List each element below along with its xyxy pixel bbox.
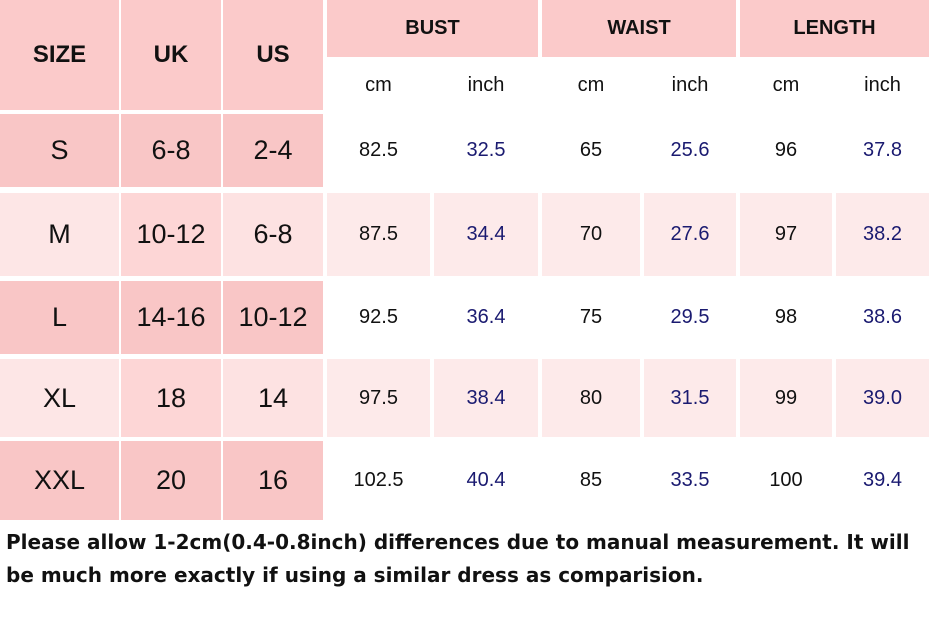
- size-value: 6-8: [121, 114, 221, 187]
- header-unit: cm: [740, 60, 832, 110]
- cm-value: 65: [542, 114, 640, 187]
- cm-value: 85: [542, 441, 640, 520]
- header-unit: inch: [644, 60, 736, 110]
- size-value: 14-16: [121, 281, 221, 354]
- note: Please allow 1-2cm(0.4-0.8inch) differen…: [6, 530, 910, 587]
- size-value: 14: [223, 359, 323, 437]
- inch-value: 36.4: [434, 281, 538, 354]
- inch-value: 32.5: [434, 114, 538, 187]
- header-unit: cm: [542, 60, 640, 110]
- header-group: BUST: [327, 0, 538, 57]
- inch-value: 38.4: [434, 359, 538, 437]
- cm-value: 99: [740, 359, 832, 437]
- header-size: SIZE: [0, 0, 119, 110]
- size-label: M: [0, 193, 119, 276]
- size-label: XL: [0, 359, 119, 437]
- header-group: WAIST: [542, 0, 736, 57]
- header-us: US: [223, 0, 323, 110]
- cm-value: 82.5: [327, 114, 430, 187]
- size-value: 6-8: [223, 193, 323, 276]
- inch-value: 34.4: [434, 193, 538, 276]
- size-value: 10-12: [223, 281, 323, 354]
- size-value: 16: [223, 441, 323, 520]
- inch-value: 37.8: [836, 114, 929, 187]
- inch-value: 27.6: [644, 193, 736, 276]
- inch-value: 25.6: [644, 114, 736, 187]
- cm-value: 70: [542, 193, 640, 276]
- cm-value: 75: [542, 281, 640, 354]
- cm-value: 96: [740, 114, 832, 187]
- inch-value: 39.0: [836, 359, 929, 437]
- cm-value: 87.5: [327, 193, 430, 276]
- header-unit: inch: [836, 60, 929, 110]
- size-value: 10-12: [121, 193, 221, 276]
- cm-value: 92.5: [327, 281, 430, 354]
- inch-value: 29.5: [644, 281, 736, 354]
- inch-value: 40.4: [434, 441, 538, 520]
- cm-value: 102.5: [327, 441, 430, 520]
- size-label: L: [0, 281, 119, 354]
- header-uk: UK: [121, 0, 221, 110]
- cm-value: 97.5: [327, 359, 430, 437]
- inch-value: 39.4: [836, 441, 929, 520]
- header-unit: inch: [434, 60, 538, 110]
- header-unit: cm: [327, 60, 430, 110]
- inch-value: 31.5: [644, 359, 736, 437]
- cm-value: 80: [542, 359, 640, 437]
- inch-value: 38.6: [836, 281, 929, 354]
- size-label: XXL: [0, 441, 119, 520]
- header-group: LENGTH: [740, 0, 929, 57]
- size-label: S: [0, 114, 119, 187]
- size-value: 18: [121, 359, 221, 437]
- cm-value: 100: [740, 441, 832, 520]
- size-value: 20: [121, 441, 221, 520]
- cm-value: 98: [740, 281, 832, 354]
- inch-value: 33.5: [644, 441, 736, 520]
- cm-value: 97: [740, 193, 832, 276]
- size-value: 2-4: [223, 114, 323, 187]
- inch-value: 38.2: [836, 193, 929, 276]
